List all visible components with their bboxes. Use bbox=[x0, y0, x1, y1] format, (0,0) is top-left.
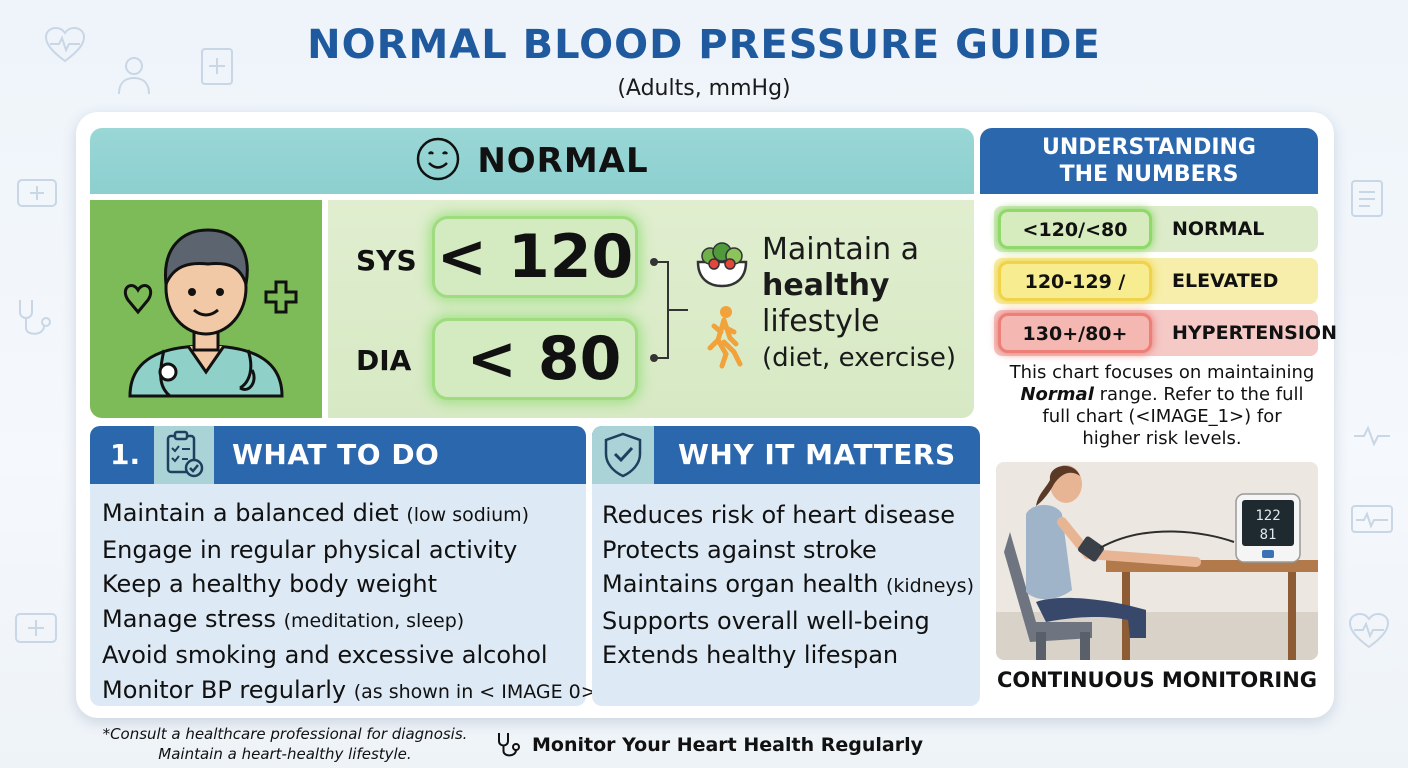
list-item-text: Extends healthy lifespan bbox=[602, 641, 899, 669]
footer-tagline: Monitor Your Heart Health Regularly bbox=[494, 730, 923, 760]
monitoring-photo: 122 81 bbox=[996, 462, 1318, 660]
list-item-text: Monitor BP regularly bbox=[102, 675, 347, 704]
list-item: Maintains organ health (kidneys) bbox=[602, 567, 974, 604]
smiley-icon bbox=[415, 136, 461, 187]
why-it-matters-list: Reduces risk of heart disease Protects ag… bbox=[602, 498, 974, 673]
monitor-sys-readout: 122 bbox=[1255, 508, 1280, 524]
list-item-text: Manage stress bbox=[102, 604, 276, 633]
sys-label: SYS bbox=[356, 244, 417, 277]
list-item: Protects against stroke bbox=[602, 533, 974, 568]
monitor-dia-readout: 81 bbox=[1260, 527, 1277, 543]
monitor-bg-icon bbox=[1350, 504, 1394, 540]
clipboard-bg-icon bbox=[200, 44, 234, 86]
clipboard-bg-icon-2 bbox=[1350, 176, 1384, 218]
understanding-title-1: UNDERSTANDING bbox=[1041, 135, 1256, 160]
lifestyle-line-4: (diet, exercise) bbox=[762, 343, 957, 373]
range-category-label: NORMAL bbox=[1172, 218, 1265, 240]
list-item: Manage stress (meditation, sleep) bbox=[102, 602, 604, 639]
footer-line-1: *Consult a healthcare professional for d… bbox=[102, 725, 468, 743]
section-number: 1. bbox=[110, 438, 141, 471]
pulse-bg-icon bbox=[1352, 424, 1392, 448]
what-to-do-list: Maintain a balanced diet (low sodium) Eng… bbox=[102, 496, 604, 709]
list-item: Supports overall well-being bbox=[602, 604, 974, 639]
note-line-2: range. Refer to the full bbox=[1099, 384, 1304, 405]
stethoscope-bg-icon bbox=[14, 296, 58, 340]
what-to-do-title: WHAT TO DO bbox=[232, 438, 440, 471]
why-it-matters-header: WHY IT MATTERS bbox=[592, 426, 980, 484]
list-item-text: Reduces risk of heart disease bbox=[602, 501, 955, 529]
range-row: <120/<80 NORMAL bbox=[994, 206, 1318, 252]
medkit-bg-icon bbox=[16, 172, 58, 208]
sys-value: < 120 bbox=[432, 216, 638, 298]
list-item: Maintain a balanced diet (low sodium) bbox=[102, 496, 604, 533]
what-to-do-header: 1. WHAT TO DO bbox=[90, 426, 586, 484]
why-it-matters-body: Reduces risk of heart disease Protects ag… bbox=[592, 484, 980, 706]
list-item-text: Maintains organ health bbox=[602, 570, 879, 598]
understanding-header: UNDERSTANDING THE NUMBERS bbox=[980, 128, 1318, 194]
list-item-aside: (as shown in < IMAGE 0>) bbox=[353, 680, 605, 703]
range-row: 120-129 / <80 ELEVATED bbox=[994, 258, 1318, 329]
stethoscope-icon bbox=[498, 733, 520, 757]
list-item-text: Engage in regular physical activity bbox=[102, 535, 518, 564]
range-category-label: ELEVATED bbox=[1172, 270, 1279, 292]
dia-value: < 80 bbox=[432, 318, 638, 400]
list-item-text: Keep a healthy body weight bbox=[102, 570, 437, 598]
list-item: Extends healthy lifespan bbox=[602, 638, 974, 673]
list-item: Reduces risk of heart disease bbox=[602, 498, 974, 533]
heart-pulse-bg-icon bbox=[44, 26, 86, 64]
list-item-text: Protects against stroke bbox=[602, 535, 877, 564]
lifestyle-line-1: Maintain a bbox=[762, 232, 920, 267]
list-item-aside: (low sodium) bbox=[406, 504, 530, 526]
list-item-text: Avoid smoking and excessive alcohol bbox=[102, 641, 548, 669]
dia-label: DIA bbox=[356, 344, 412, 377]
range-note: This chart focuses on maintaining Normal… bbox=[990, 362, 1334, 450]
list-item: Keep a healthy body weight bbox=[102, 567, 604, 602]
doctor-bg-icon bbox=[116, 54, 152, 96]
why-it-matters-title: WHY IT MATTERS bbox=[678, 438, 956, 471]
lifestyle-bold: healthy bbox=[762, 268, 890, 303]
normal-header: NORMAL bbox=[90, 128, 974, 194]
note-line-1: This chart focuses on maintaining bbox=[1009, 362, 1315, 383]
checklist-icon bbox=[154, 426, 214, 484]
list-item: Monitor BP regularly (as shown in < IMAG… bbox=[102, 673, 604, 710]
lifestyle-text: Maintain a healthy lifestyle (diet, exer… bbox=[762, 232, 972, 376]
range-row: 130+/80+ HYPERTENSION bbox=[994, 310, 1337, 356]
medkit-bg-icon-2 bbox=[14, 606, 58, 644]
list-item-text: Maintain a balanced diet bbox=[102, 499, 399, 527]
understanding-title-2: THE NUMBERS bbox=[1059, 162, 1239, 187]
heart-pulse-bg-icon-2 bbox=[1348, 612, 1390, 650]
range-value-pill: 130+/80+ bbox=[998, 313, 1152, 353]
normal-heading: NORMAL bbox=[477, 141, 649, 181]
monitoring-caption: CONTINUOUS MONITORING bbox=[996, 668, 1318, 692]
what-to-do-body: Maintain a balanced diet (low sodium) Eng… bbox=[90, 484, 604, 706]
footer-disclaimer: *Consult a healthcare professional for d… bbox=[80, 724, 490, 764]
page-title: NORMAL BLOOD PRESSURE GUIDE bbox=[307, 22, 1101, 68]
footer-tagline-text: Monitor Your Heart Health Regularly bbox=[532, 734, 923, 756]
list-item: Engage in regular physical activity bbox=[102, 533, 604, 568]
doctor-icon bbox=[123, 228, 298, 398]
note-line-3: full chart (<IMAGE_1>) for bbox=[1042, 406, 1282, 427]
doctor-panel bbox=[90, 200, 322, 418]
salad-icon bbox=[692, 236, 752, 295]
note-bold: Normal bbox=[1020, 384, 1094, 405]
connector-bracket bbox=[650, 258, 688, 362]
list-item-text: Supports overall well-being bbox=[602, 606, 930, 635]
page-subtitle: (Adults, mmHg) bbox=[617, 76, 791, 101]
range-value-pill: <120/<80 bbox=[998, 209, 1152, 249]
shield-check-icon bbox=[592, 426, 654, 484]
note-line-4: higher risk levels. bbox=[1082, 428, 1242, 449]
list-item-aside: (meditation, sleep) bbox=[283, 609, 465, 632]
list-item-aside: (kidneys) bbox=[885, 575, 974, 597]
footer-line-2: Maintain a heart-healthy lifestyle. bbox=[158, 745, 412, 763]
list-item: Avoid smoking and excessive alcohol bbox=[102, 638, 604, 673]
range-value-pill: 120-129 / <80 bbox=[998, 261, 1152, 329]
range-category-label: HYPERTENSION bbox=[1172, 322, 1337, 344]
lifestyle-line-3: lifestyle bbox=[762, 304, 880, 339]
walking-icon bbox=[704, 304, 744, 375]
